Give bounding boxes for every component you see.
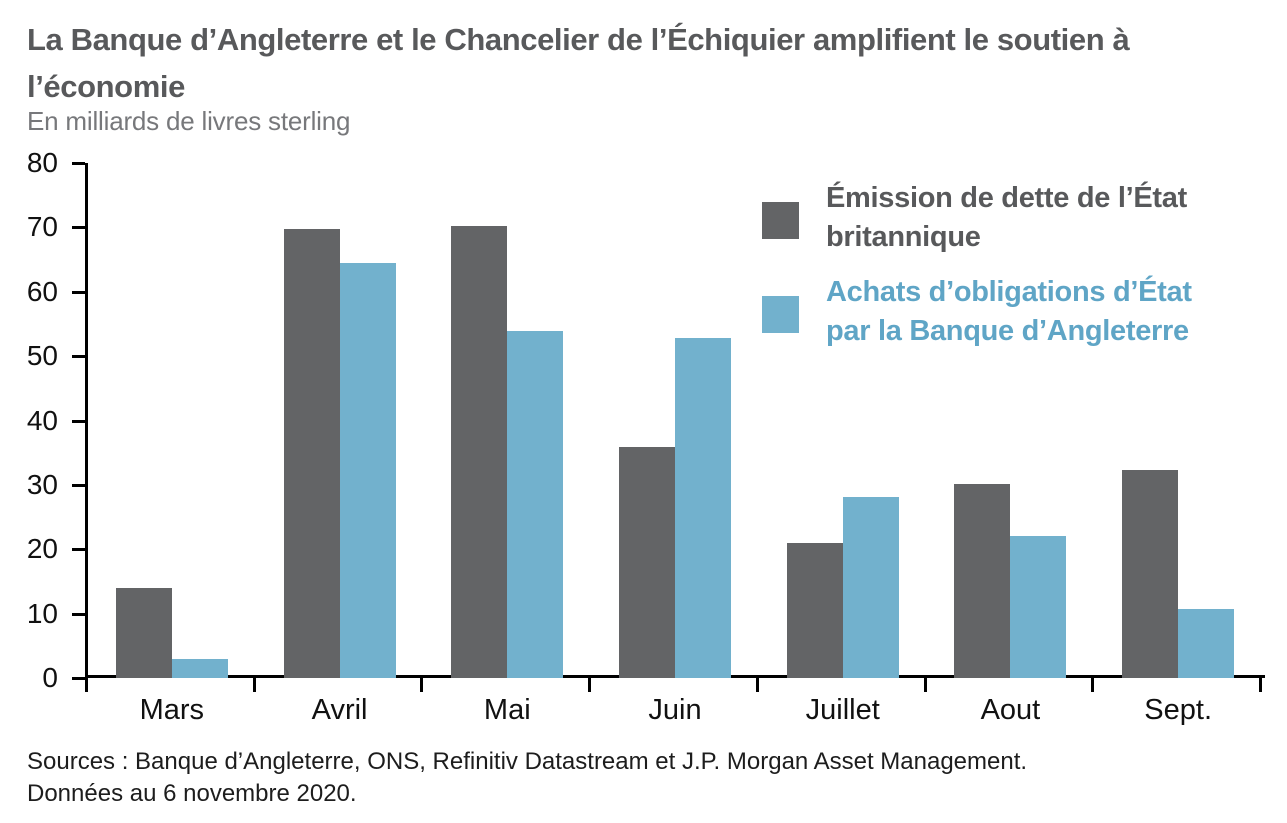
y-tick xyxy=(72,483,85,487)
y-tick-label: 80 xyxy=(26,147,58,178)
y-tick-label: 50 xyxy=(26,340,58,372)
sources-note: Sources : Banque d’Angleterre, ONS, Refi… xyxy=(27,746,1027,810)
bar-boe-purchases-mars xyxy=(171,658,228,678)
y-tick xyxy=(72,290,85,294)
chart-title-line1: La Banque d’Angleterre et le Chancelier … xyxy=(27,22,1130,57)
x-tick xyxy=(1091,678,1094,692)
y-tick xyxy=(72,226,85,230)
y-tick-label: 40 xyxy=(26,404,58,436)
x-tick-label: Avril xyxy=(311,694,368,726)
y-tick xyxy=(72,355,85,359)
legend-label-boe-purchases: Achats d’obligations d’État par la Banqu… xyxy=(826,276,1192,347)
y-tick-label: 10 xyxy=(26,597,58,629)
chart-title: La Banque d’Angleterre et le Chancelier … xyxy=(27,16,1130,110)
sources-line2: Données au 6 novembre 2020. xyxy=(27,780,357,807)
y-tick-label: 20 xyxy=(26,533,58,565)
bar-debt-issuance-juillet xyxy=(786,543,843,678)
bar-boe-purchases-juillet xyxy=(842,497,899,678)
y-tick-label: 30 xyxy=(26,468,58,500)
legend-label-debt-issuance: Émission de dette de l’État britannique xyxy=(826,182,1187,253)
y-tick xyxy=(72,419,85,423)
x-tick xyxy=(924,678,927,692)
y-tick-label: 70 xyxy=(26,211,58,243)
bar-debt-issuance-sept xyxy=(1122,470,1179,678)
y-tick xyxy=(72,548,85,552)
bar-boe-purchases-mai xyxy=(507,331,564,678)
x-tick-label: Juin xyxy=(648,694,702,726)
bar-boe-purchases-sept xyxy=(1178,609,1235,678)
y-tick xyxy=(72,162,85,165)
x-tick-label: Sept. xyxy=(1144,694,1212,726)
x-tick-label: Aout xyxy=(980,694,1041,726)
x-tick xyxy=(420,678,423,692)
y-tick-label: 60 xyxy=(26,275,58,307)
bar-debt-issuance-mai xyxy=(451,226,508,678)
legend-swatch-debt-issuance xyxy=(762,202,799,239)
x-tick xyxy=(756,678,759,692)
bar-boe-purchases-aout xyxy=(1010,535,1067,678)
bar-debt-issuance-aout xyxy=(954,484,1011,678)
x-tick xyxy=(85,678,88,692)
x-tick-label: Mars xyxy=(139,694,205,726)
x-tick-label: Mai xyxy=(483,694,531,726)
x-tick xyxy=(1259,678,1262,692)
chart-subtitle: En milliards de livres sterling xyxy=(27,106,351,136)
bar-boe-purchases-avril xyxy=(339,262,396,678)
x-tick-label: Juillet xyxy=(805,694,880,726)
x-tick xyxy=(588,678,591,692)
chart-title-line2: l’économie xyxy=(27,69,185,104)
x-tick xyxy=(253,678,256,692)
bar-boe-purchases-juin xyxy=(675,338,731,678)
y-axis-line xyxy=(85,163,88,692)
plot-area xyxy=(88,163,1262,678)
bar-debt-issuance-juin xyxy=(619,446,675,678)
bar-debt-issuance-avril xyxy=(283,229,340,678)
y-tick xyxy=(72,612,85,616)
bar-debt-issuance-mars xyxy=(115,587,172,678)
y-tick-label: 0 xyxy=(42,662,58,693)
y-tick xyxy=(72,677,85,680)
sources-line1: Sources : Banque d’Angleterre, ONS, Refi… xyxy=(27,748,1028,775)
legend-swatch-boe-purchases xyxy=(762,296,799,333)
